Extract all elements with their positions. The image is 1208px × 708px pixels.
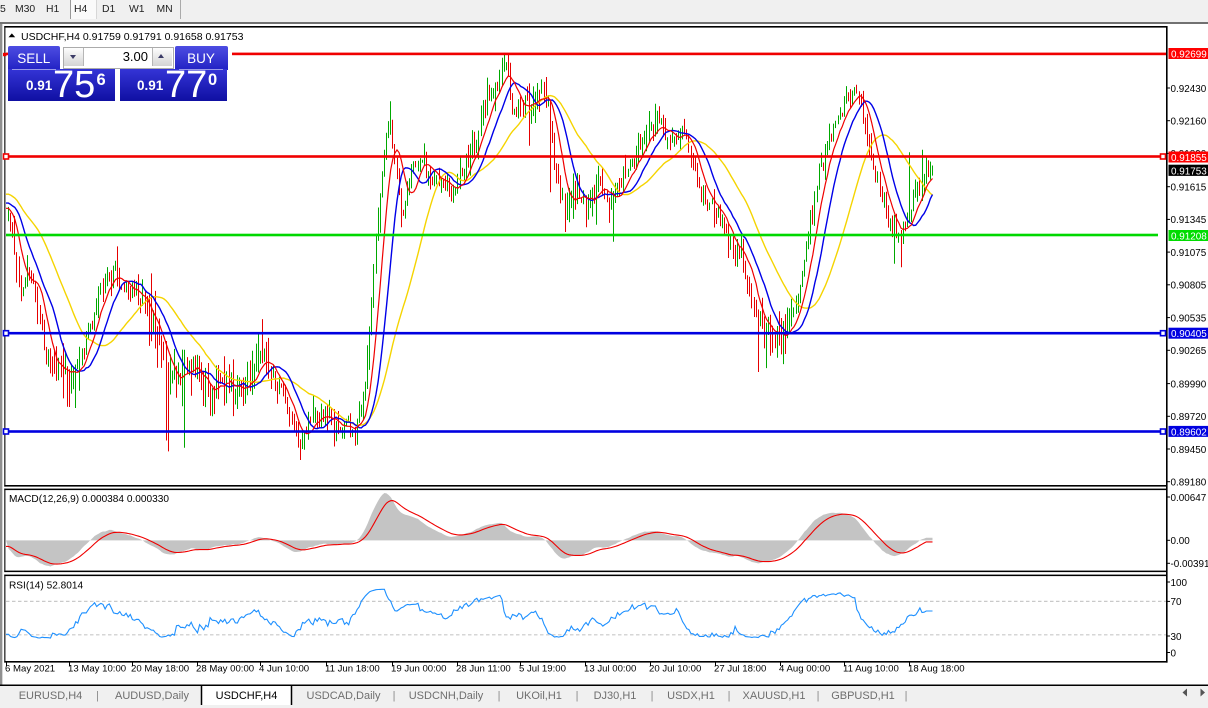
- svg-text:GBPUSD,H1: GBPUSD,H1: [831, 690, 895, 702]
- svg-text:0.89602: 0.89602: [1171, 427, 1207, 438]
- svg-text:USDCHF,H4: USDCHF,H4: [216, 690, 278, 702]
- svg-text:4 Jun 10:00: 4 Jun 10:00: [259, 664, 309, 675]
- svg-text:18 Aug 18:00: 18 Aug 18:00: [908, 664, 965, 675]
- svg-text:0.92699: 0.92699: [1171, 50, 1207, 61]
- svg-text:USDCNH,Daily: USDCNH,Daily: [409, 690, 484, 702]
- svg-text:0.90535: 0.90535: [1171, 313, 1207, 324]
- svg-text:100: 100: [1171, 578, 1188, 589]
- svg-text:27 Jul 18:00: 27 Jul 18:00: [714, 664, 766, 675]
- svg-text:|: |: [651, 690, 654, 702]
- svg-text:USDCHF,H4 0.91759 0.91791 0.9: USDCHF,H4 0.91759 0.91791 0.91658 0.9175…: [21, 31, 244, 43]
- svg-text:|: |: [576, 690, 579, 702]
- svg-text:0.90805: 0.90805: [1171, 281, 1207, 292]
- svg-text:|: |: [817, 690, 820, 702]
- svg-text:0.90405: 0.90405: [1171, 329, 1207, 340]
- svg-text:0.89720: 0.89720: [1171, 412, 1207, 423]
- svg-text:USDCAD,Daily: USDCAD,Daily: [307, 690, 381, 702]
- svg-text:0.91345: 0.91345: [1171, 215, 1207, 226]
- svg-text:RSI(14) 52.8014: RSI(14) 52.8014: [9, 581, 83, 592]
- svg-text:0.92430: 0.92430: [1171, 84, 1207, 95]
- svg-text:20 Jul 10:00: 20 Jul 10:00: [649, 664, 701, 675]
- svg-text:4 Aug 00:00: 4 Aug 00:00: [779, 664, 830, 675]
- svg-text:0.92160: 0.92160: [1171, 117, 1207, 128]
- svg-text:0.91075: 0.91075: [1171, 248, 1207, 259]
- svg-text:0.91208: 0.91208: [1171, 232, 1207, 243]
- svg-text:5 Jul 19:00: 5 Jul 19:00: [519, 664, 566, 675]
- svg-text:AUDUSD,Daily: AUDUSD,Daily: [115, 690, 189, 702]
- svg-text:USDX,H1: USDX,H1: [667, 690, 715, 702]
- svg-text:|: |: [498, 690, 501, 702]
- svg-text:0.00647: 0.00647: [1171, 493, 1207, 504]
- svg-text:UKOil,H1: UKOil,H1: [516, 690, 562, 702]
- svg-text:0.90265: 0.90265: [1171, 346, 1207, 357]
- svg-text:20 May 18:00: 20 May 18:00: [131, 664, 189, 675]
- svg-text:0.91615: 0.91615: [1171, 183, 1207, 194]
- svg-text:0.91855: 0.91855: [1171, 153, 1207, 164]
- svg-text:MACD(12,26,9) 0.000384 0.00033: MACD(12,26,9) 0.000384 0.000330: [9, 494, 169, 505]
- svg-text:6 May 2021: 6 May 2021: [5, 664, 55, 675]
- svg-text:0.89180: 0.89180: [1171, 478, 1207, 489]
- svg-text:28 Jun 11:00: 28 Jun 11:00: [456, 664, 511, 675]
- svg-text:|: |: [905, 690, 908, 702]
- svg-text:11 Jun 18:00: 11 Jun 18:00: [325, 664, 380, 675]
- svg-text:|: |: [728, 690, 731, 702]
- svg-text:70: 70: [1171, 597, 1182, 608]
- svg-text:13 Jul 00:00: 13 Jul 00:00: [584, 664, 636, 675]
- svg-text:28 May 00:00: 28 May 00:00: [196, 664, 254, 675]
- svg-text:0.89450: 0.89450: [1171, 445, 1207, 456]
- svg-text:13 May 10:00: 13 May 10:00: [68, 664, 126, 675]
- svg-text:0.91753: 0.91753: [1171, 166, 1207, 177]
- svg-text:-0.003916: -0.003916: [1171, 559, 1208, 570]
- svg-text:EURUSD,H4: EURUSD,H4: [19, 690, 83, 702]
- svg-text:11 Aug 10:00: 11 Aug 10:00: [843, 664, 899, 675]
- svg-text:0: 0: [1171, 648, 1177, 659]
- svg-text:0.00: 0.00: [1171, 536, 1191, 547]
- svg-text:|: |: [393, 690, 396, 702]
- svg-text:0.89990: 0.89990: [1171, 379, 1207, 390]
- svg-text:|: |: [96, 690, 99, 702]
- svg-text:XAUUSD,H1: XAUUSD,H1: [743, 690, 806, 702]
- svg-text:19 Jun 00:00: 19 Jun 00:00: [391, 664, 446, 675]
- svg-text:30: 30: [1171, 632, 1182, 643]
- svg-text:DJ30,H1: DJ30,H1: [594, 690, 637, 702]
